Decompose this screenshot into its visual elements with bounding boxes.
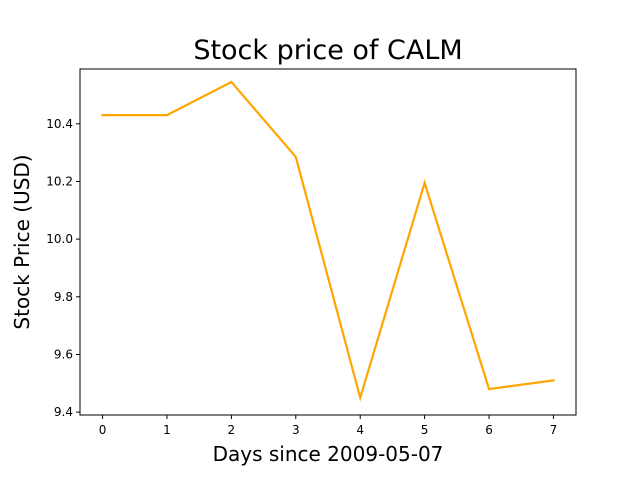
chart-title: Stock price of CALM <box>193 35 462 66</box>
y-tick-label: 9.4 <box>54 405 73 419</box>
x-tick-label: 4 <box>356 423 364 437</box>
y-axis-label: Stock Price (USD) <box>10 154 34 329</box>
x-tick-label: 0 <box>99 423 107 437</box>
series-line-0 <box>101 80 555 402</box>
plot-frame <box>79 68 577 416</box>
y-tick-label: 10.0 <box>46 232 73 246</box>
x-axis-ticks: 0 1 2 3 4 5 6 7 <box>99 415 558 437</box>
plot-area: 0 1 2 3 4 5 6 7 9.4 9.6 9.8 10.0 10.2 10.4 <box>46 68 577 437</box>
x-tick-label: 1 <box>163 423 171 437</box>
y-tick-label: 9.6 <box>54 347 73 361</box>
y-tick-label: 10.2 <box>46 174 73 188</box>
y-tick-label: 9.8 <box>54 290 73 304</box>
y-axis-ticks: 9.4 9.6 9.8 10.0 10.2 10.4 <box>46 117 80 419</box>
x-axis-label: Days since 2009-05-07 <box>213 442 444 466</box>
x-tick-label: 6 <box>485 423 493 437</box>
series-layer <box>101 80 555 402</box>
x-tick-label: 2 <box>228 423 236 437</box>
y-tick-label: 10.4 <box>46 117 73 131</box>
x-tick-label: 5 <box>421 423 429 437</box>
x-tick-label: 7 <box>550 423 558 437</box>
x-tick-label: 3 <box>292 423 300 437</box>
